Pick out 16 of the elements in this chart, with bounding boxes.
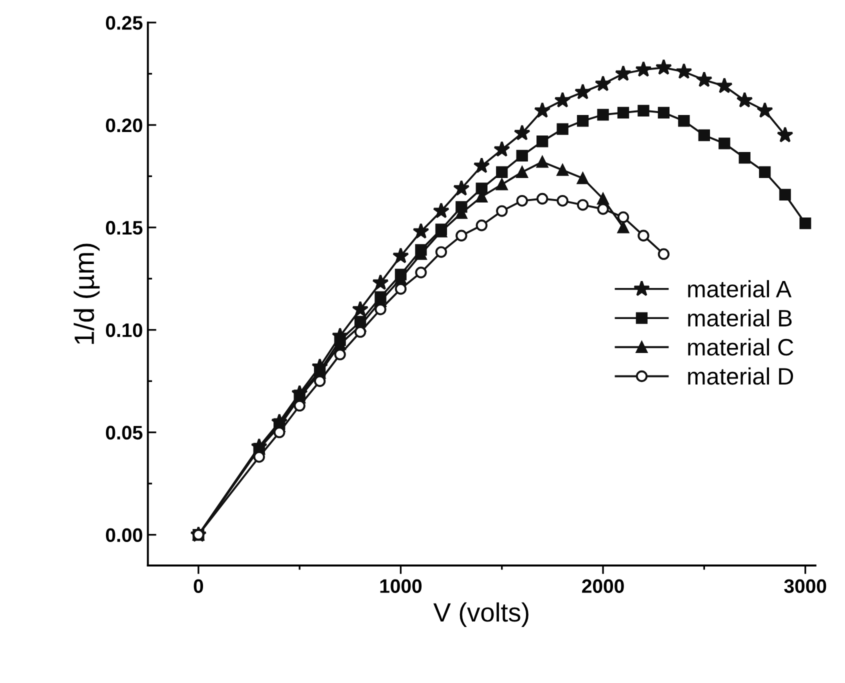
legend-label: material C <box>688 338 794 356</box>
y-axis-title: 1/d (µm) <box>74 244 100 344</box>
x-tick-label: 0 <box>194 579 204 593</box>
legend-label: material A <box>688 280 792 298</box>
x-tick-label: 1000 <box>380 579 422 593</box>
x-axis-title: V (volts) <box>433 602 528 627</box>
legend-label: material D <box>688 367 794 385</box>
y-tick-label: 0.15 <box>106 220 142 235</box>
x-tick-label: 3000 <box>784 579 826 594</box>
y-tick-label: 0.05 <box>106 426 142 440</box>
y-tick-label: 0.20 <box>106 118 142 132</box>
legend-label: material B <box>688 309 792 327</box>
y-tick-label: 0.10 <box>106 323 142 338</box>
y-tick-label: 0.00 <box>106 528 142 542</box>
x-tick-label: 2000 <box>582 579 624 593</box>
y-tick-label: 0.25 <box>106 16 142 30</box>
